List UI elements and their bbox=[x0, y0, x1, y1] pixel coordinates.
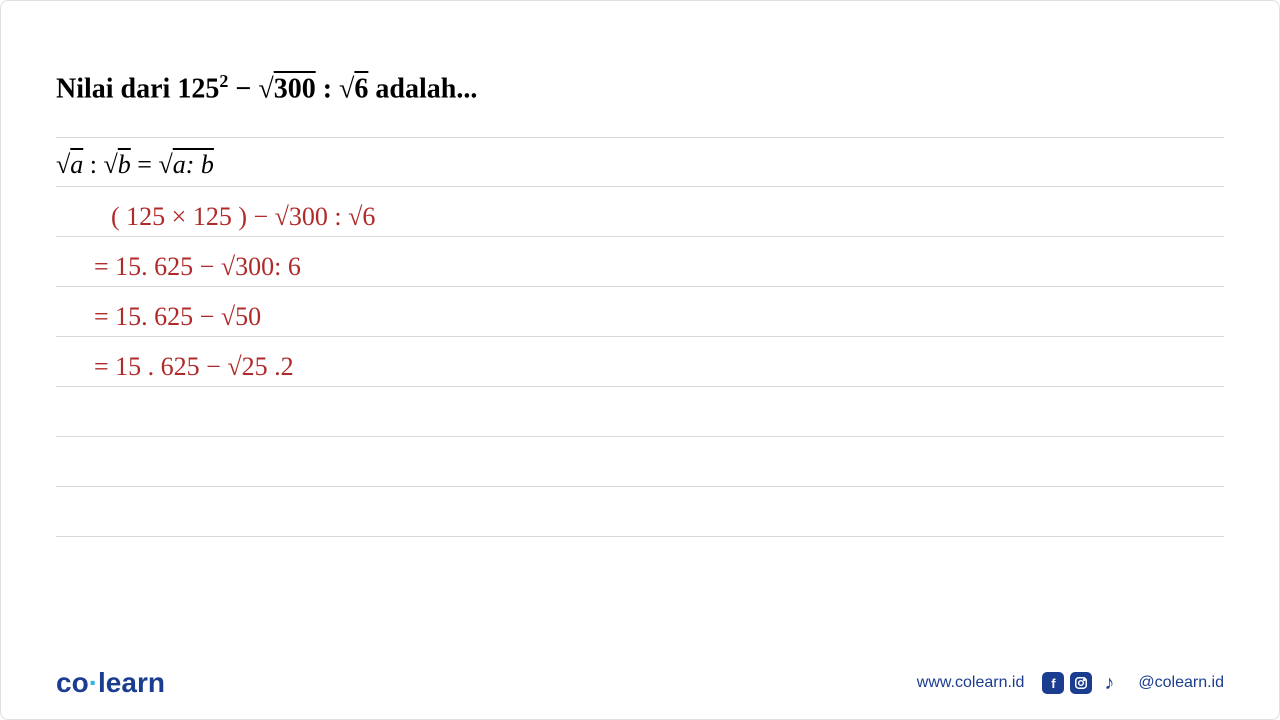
sqrt-symbol-2: √ bbox=[339, 73, 354, 104]
line-row-rule: √a : √b = √a: b bbox=[56, 137, 1224, 187]
line-row-7 bbox=[56, 487, 1224, 537]
question-base: 125 bbox=[177, 73, 219, 104]
handwritten-step-3: = 15. 625 − √50 bbox=[94, 302, 261, 332]
facebook-icon: f bbox=[1042, 672, 1064, 694]
sqrt1-value: 300 bbox=[274, 73, 316, 104]
line-row-3: = 15. 625 − √50 bbox=[56, 287, 1224, 337]
question-colon: : bbox=[316, 73, 339, 104]
question-exponent: 2 bbox=[219, 71, 228, 91]
line-row-5 bbox=[56, 387, 1224, 437]
line-row-6 bbox=[56, 437, 1224, 487]
question-prefix: Nilai dari bbox=[56, 73, 177, 104]
sqrt-symbol-1: √ bbox=[258, 73, 273, 104]
handwritten-step-1: ( 125 × 125 ) − √300 : √6 bbox=[111, 202, 375, 232]
handwritten-step-4: = 15 . 625 − √25 .2 bbox=[94, 352, 294, 382]
lined-paper: √a : √b = √a: b ( 125 × 125 ) − √300 : √… bbox=[56, 137, 1224, 537]
social-handle: @colearn.id bbox=[1138, 674, 1224, 692]
rule-formula: √a : √b = √a: b bbox=[56, 150, 214, 180]
footer-right: www.colearn.id f ♪ @colearn.id bbox=[917, 672, 1224, 694]
sqrt2-value: 6 bbox=[354, 73, 368, 104]
tiktok-icon: ♪ bbox=[1098, 672, 1120, 694]
footer: co·learn www.colearn.id f ♪ @colearn.id bbox=[1, 667, 1279, 699]
website-url: www.colearn.id bbox=[917, 674, 1025, 692]
handwritten-step-2: = 15. 625 − √300: 6 bbox=[94, 252, 301, 282]
logo-learn: learn bbox=[98, 667, 165, 698]
social-icons: f ♪ bbox=[1042, 672, 1120, 694]
question-suffix: adalah... bbox=[368, 73, 477, 104]
question-text: Nilai dari 1252 − √300 : √6 adalah... bbox=[56, 71, 1224, 105]
logo-dot: · bbox=[89, 667, 98, 698]
line-row-4: = 15 . 625 − √25 .2 bbox=[56, 337, 1224, 387]
line-row-1: ( 125 × 125 ) − √300 : √6 bbox=[56, 187, 1224, 237]
logo-co: co bbox=[56, 667, 89, 698]
line-row-2: = 15. 625 − √300: 6 bbox=[56, 237, 1224, 287]
instagram-icon bbox=[1070, 672, 1092, 694]
brand-logo: co·learn bbox=[56, 667, 165, 699]
question-minus: − bbox=[228, 73, 258, 104]
